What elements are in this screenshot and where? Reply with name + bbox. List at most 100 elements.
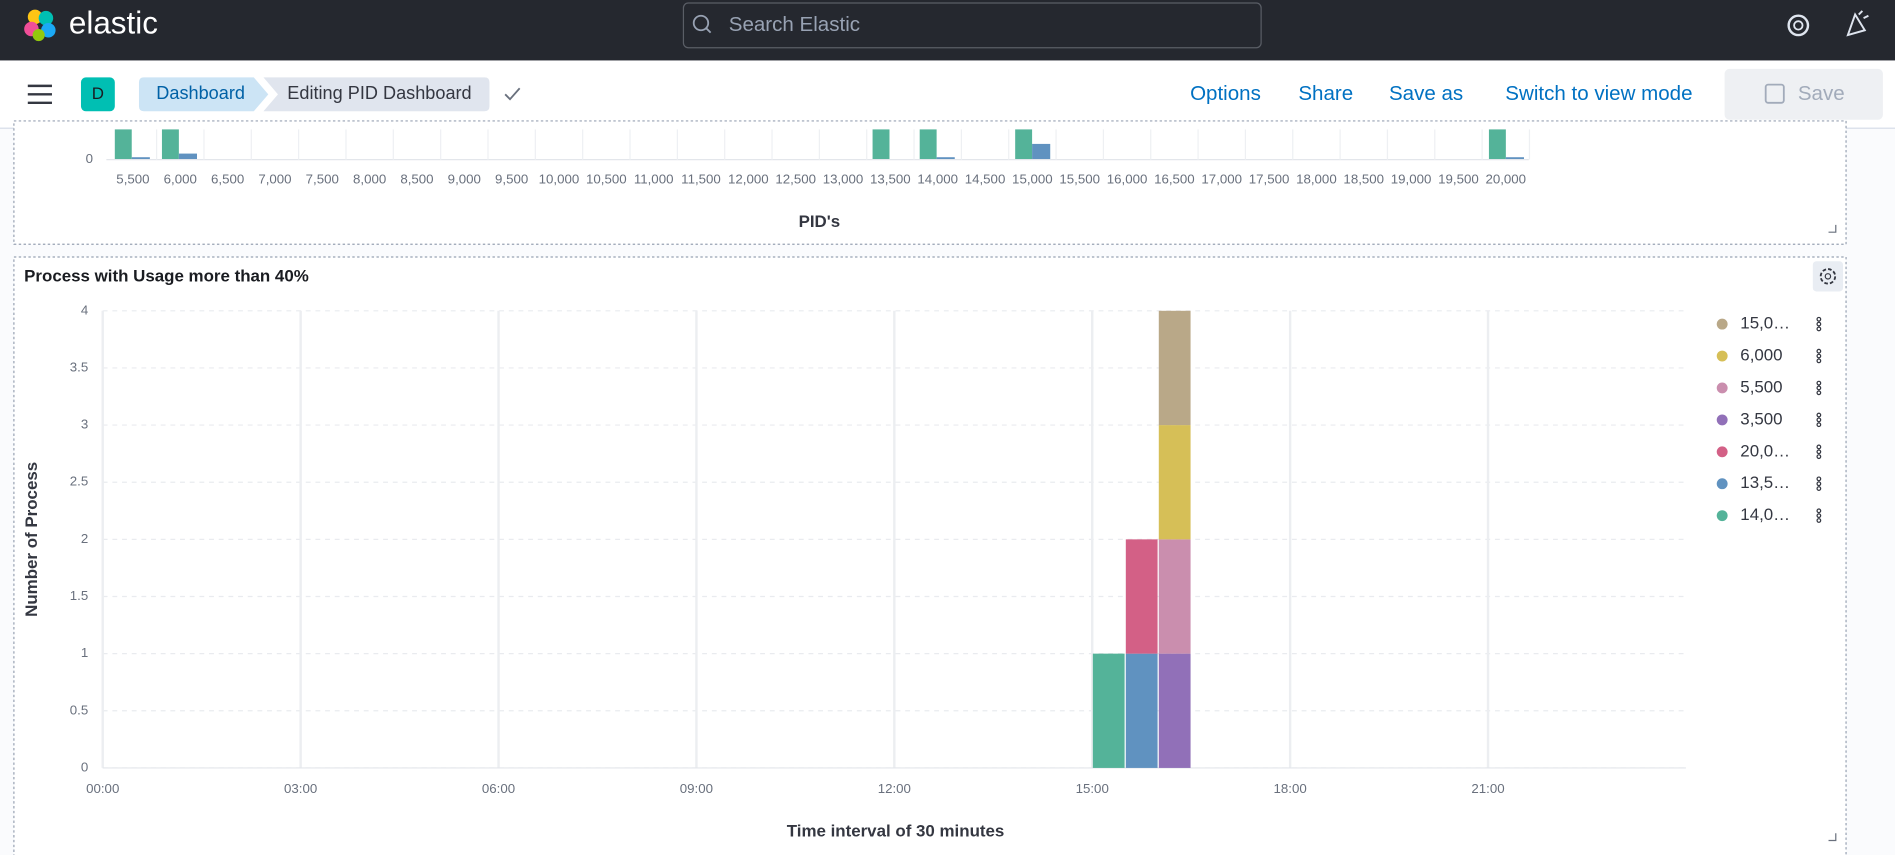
help-icon [1793,20,1804,31]
search-icon [705,27,712,34]
cropped-bar [1032,143,1051,160]
x-tick-label: 19,000 [1391,172,1432,187]
legend-menu-dot [1816,454,1822,460]
x-axis-title: PID's [799,212,841,231]
save-button[interactable] [1724,68,1883,120]
search-icon [692,14,710,32]
bar [1125,653,1158,768]
x-tick-label: 15:00 [1076,781,1109,796]
settings-button[interactable] [1812,261,1844,292]
space-avatar[interactable] [80,77,115,112]
cropped-bar [936,157,955,160]
search-box[interactable] [682,2,1262,49]
legend-menu-dot [1816,385,1822,391]
legend-swatch [1716,446,1728,458]
cropped-bar [114,129,132,160]
x-tick-label: 15,000 [1012,172,1053,187]
x-tick-label: 06:00 [482,781,515,796]
legend-label: 13,5… [1740,473,1790,492]
legend-swatch [1716,414,1728,426]
legend-menu-dot [1816,326,1822,332]
legend-menu-dot [1816,513,1822,519]
x-tick-label: 18,000 [1296,172,1337,187]
resize-handle[interactable] [1828,833,1837,842]
legend-menu-dot [1816,353,1822,359]
x-tick-label: 9,500 [495,172,528,187]
x-tick-label: 00:00 [86,781,119,796]
elastic-logo[interactable] [24,9,56,42]
x-tick-label: 03:00 [284,781,317,796]
y-tick-label: 0 [86,151,93,166]
legend-menu-dot [1816,316,1822,322]
options-button[interactable]: Options [1190,82,1261,105]
x-tick-label: 8,000 [353,172,386,187]
legend-menu-dot [1816,348,1822,354]
x-tick-label: 17,000 [1201,172,1242,187]
logo-text[interactable]: elastic [69,6,158,41]
bar [1158,310,1191,426]
x-tick-label: 12,000 [728,172,769,187]
save-as-button[interactable]: Save as [1389,82,1463,105]
x-tick-label: 5,500 [116,172,149,187]
x-axis-title: Time interval of 30 minutes [787,821,1005,840]
save-check-icon[interactable] [504,87,521,101]
legend-label: 15,0… [1740,314,1790,333]
gear-icon [1819,268,1837,285]
news-icon[interactable] [1846,10,1869,37]
cropped-bar [1015,129,1033,160]
share-button[interactable]: Share [1298,82,1353,105]
legend-menu-dot [1816,380,1822,386]
cropped-bars [114,129,1524,160]
legend-menu-dot [1816,508,1822,514]
legend-label: 5,500 [1740,377,1782,396]
x-tick-label: 17,500 [1249,172,1290,187]
plot: 0 0.5 1 1.5 2 2.5 3 3.5 4 00:00 03:00 06:00 09:00 12:… [70,302,1822,796]
y-tick-label: 0.5 [70,702,88,717]
menu-button[interactable] [27,84,52,105]
x-tick-label: 10,500 [586,172,627,187]
x-tick-label: 9,000 [448,172,481,187]
y-tick-label: 1.5 [70,588,88,603]
legend-menu-dot [1816,422,1822,428]
bar [1092,653,1125,768]
help-icon[interactable] [1787,14,1810,37]
cropped-bar [131,157,150,160]
x-tick-label: 8,500 [400,172,433,187]
y-tick-label: 4 [81,302,88,317]
legend-menu-dot [1816,412,1822,418]
x-tick-label: 6,000 [164,172,197,187]
y-axis-title: Number of Process [22,462,41,617]
legend-menu-dot [1816,358,1822,364]
bar [1125,539,1158,654]
legend-menu-dot [1816,518,1822,523]
legend-label: 6,000 [1740,345,1782,364]
y-tick-label: 2.5 [70,474,88,489]
cropped-bar [161,129,179,160]
view-mode-button[interactable]: Switch to view mode [1505,82,1692,105]
x-tick-label: 11,500 [681,172,721,187]
save-text: Save [1798,82,1845,105]
x-tick-label: 13,500 [870,172,911,187]
y-tick-label: 0 [81,759,88,774]
breadcrumb-text[interactable]: Dashboard [156,83,245,103]
x-tick-label: 15,500 [1059,172,1100,187]
x-tick-label: 14,000 [917,172,958,187]
x-tick-label: 18,500 [1343,172,1384,187]
bar [1158,425,1191,540]
cropped-bar [1505,157,1524,160]
legend-swatch [1716,478,1728,490]
legend-menu-dot [1816,417,1822,423]
save-icon [1764,83,1785,104]
bar [1158,539,1191,654]
x-tick-label: 16,500 [1154,172,1195,187]
cropped-bar [1488,129,1506,160]
legend-label: 20,0… [1740,441,1790,460]
space-initial: D [92,84,104,103]
resize-handle[interactable] [1828,224,1837,233]
x-tick-label: 7,500 [306,172,339,187]
legend-swatch [1716,318,1728,330]
legend-swatch [1716,350,1728,362]
breadcrumb[interactable] [138,77,269,112]
